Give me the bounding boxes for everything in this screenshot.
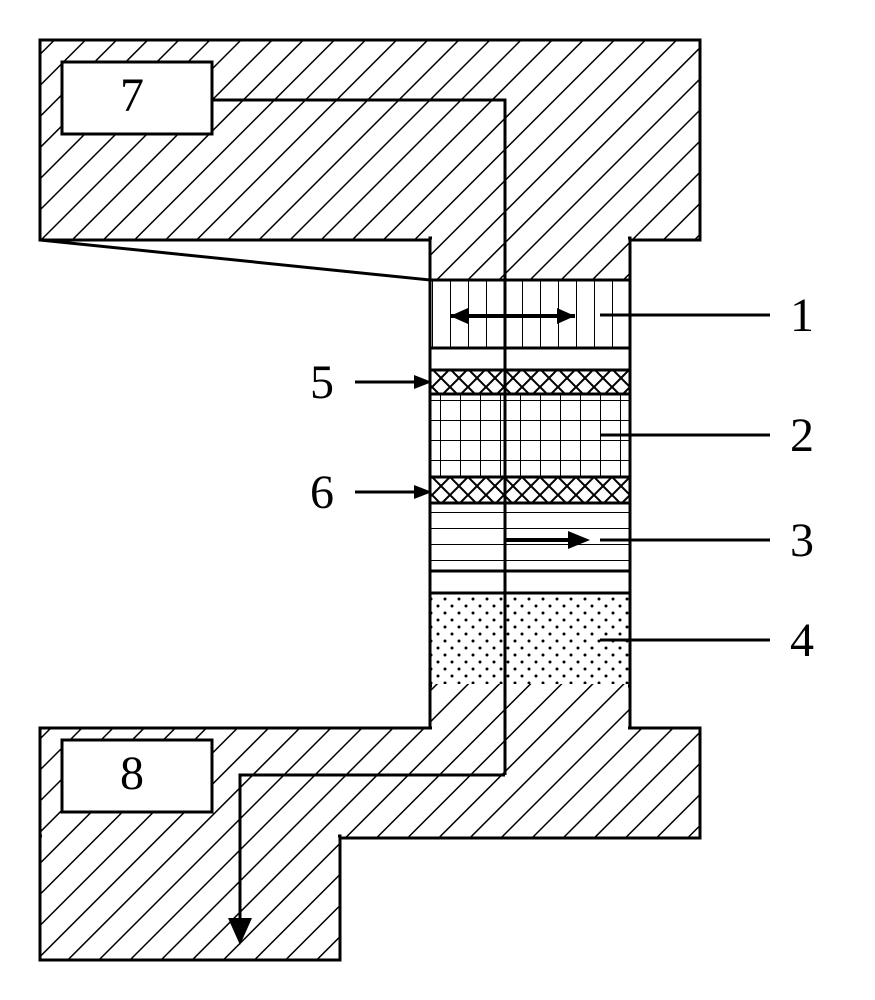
body-neck-bottom <box>430 686 630 730</box>
label-1: 1 <box>790 288 814 343</box>
label-8: 8 <box>120 746 144 801</box>
label-7: 7 <box>120 68 144 123</box>
label-4: 4 <box>790 613 814 668</box>
gap-1-5 <box>430 348 630 370</box>
label-2: 2 <box>790 408 814 463</box>
layer-5 <box>430 368 630 396</box>
body-bottom-stem <box>40 836 340 960</box>
layer-6 <box>430 477 630 505</box>
label-6: 6 <box>310 465 334 520</box>
diagram-canvas: 1 2 3 4 5 6 7 8 <box>0 0 875 1000</box>
diagram-svg <box>0 0 875 1000</box>
label-5: 5 <box>310 355 334 410</box>
body-neck-top <box>430 238 630 282</box>
gap-3-4 <box>430 571 630 595</box>
label-3: 3 <box>790 513 814 568</box>
